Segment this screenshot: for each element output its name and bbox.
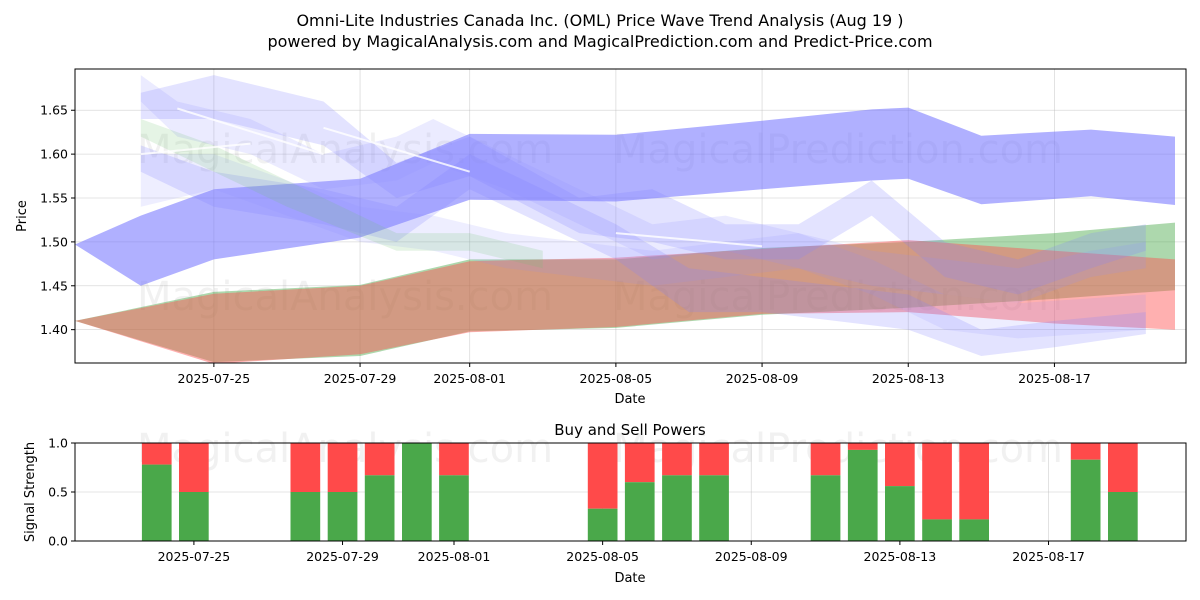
y-tick-label: 1.45 [40,278,68,293]
highlight-streak [615,232,763,248]
buy-bar [402,443,432,541]
buy-bar [179,492,209,541]
x-tick-label: 2025-08-17 [1012,549,1085,564]
sell-bar [1108,443,1138,492]
trend-band-green-light [140,119,543,269]
buy-bar [439,475,469,541]
y-tick-label: 1.0 [48,436,68,451]
buy-bar [662,475,692,541]
sell-bar [327,443,358,492]
y-tick-label: 1.55 [40,191,68,206]
buy-bar [364,475,395,541]
trend-band-blue-light-2 [140,145,1146,356]
buy-bar [699,475,729,541]
chart-title-line2: powered by MagicalAnalysis.com and Magic… [267,32,932,51]
sell-bar [662,443,692,476]
x-tick-label: 2025-08-01 [433,371,506,386]
sell-bar [439,443,469,476]
sell-bar [141,443,172,465]
trend-band-blue-main [75,107,1175,286]
y-tick-label: 1.65 [40,103,68,118]
sell-bar [699,443,729,476]
x-tick-label: 2025-08-09 [726,371,799,386]
x-tick-label: 2025-08-13 [864,549,937,564]
sell-bar [587,443,618,509]
sell-bar [290,443,321,492]
price-x-ticks: 2025-07-25 2025-07-29 2025-08-01 2025-08-05… [178,363,1091,386]
watermark: MagicalAnalysis.com [137,274,553,320]
x-tick-label: 2025-08-05 [580,371,653,386]
buy-bar [327,492,358,541]
watermark: MagicalPrediction.com [613,274,1063,320]
highlight-streak [140,142,251,156]
trend-band-blue-light-4 [140,154,1146,339]
price-y-ticks: 1.40 1.45 1.50 1.55 1.60 1.65 [40,103,75,337]
x-tick-label: 2025-08-13 [872,371,945,386]
trend-band-blue-light-1 [140,75,1146,295]
buy-bar [1108,492,1138,541]
buy-bar [922,519,952,541]
x-tick-label: 2025-07-25 [178,371,251,386]
signal-x-ticks: 2025-07-25 2025-07-29 2025-08-01 2025-08-05… [158,541,1085,564]
trend-band-red [75,240,1175,363]
signal-y-ticks: 0.0 0.5 1.0 [48,436,75,549]
sell-bar [847,443,878,450]
y-tick-label: 0.5 [48,485,68,500]
sell-bar [364,443,395,476]
y-tick-label: 1.40 [40,322,68,337]
x-tick-label: 2025-08-05 [566,549,639,564]
sell-bar [959,443,989,520]
buy-bar [141,464,172,541]
signal-y-axis-label: Signal Strength [23,442,38,542]
buy-bar [810,475,841,541]
sell-bar [179,443,209,492]
trend-band-green [75,222,1175,363]
buy-bar [885,486,915,541]
x-tick-label: 2025-07-29 [324,371,397,386]
x-tick-label: 2025-08-01 [418,549,491,564]
x-tick-label: 2025-08-17 [1018,371,1091,386]
buy-bar [847,449,878,541]
signal-x-axis-label: Date [614,571,645,586]
signal-bars [141,443,1138,541]
sell-bar [810,443,841,476]
price-plot-frame [74,68,1187,364]
price-x-axis-label: Date [614,392,645,407]
trend-band-blue-light-3 [140,75,1146,304]
price-y-axis-label: Price [15,200,30,232]
x-tick-label: 2025-07-29 [306,549,379,564]
signal-chart-title: Buy and Sell Powers [554,421,706,439]
sell-bar [1070,443,1101,460]
y-tick-label: 1.50 [40,234,68,249]
chart-title-line1: Omni-Lite Industries Canada Inc. (OML) P… [296,11,903,30]
buy-bar [587,508,618,541]
x-tick-label: 2025-08-09 [715,549,788,564]
sell-bar [885,443,915,487]
buy-bar [624,482,655,541]
x-tick-label: 2025-07-25 [158,549,231,564]
y-tick-label: 0.0 [48,534,68,549]
highlight-streak [323,126,470,173]
y-tick-label: 1.60 [40,147,68,162]
sell-bar [922,443,952,520]
trend-bands [75,75,1175,363]
buy-bar [1070,459,1101,541]
highlight-streak [177,107,324,156]
sell-bar [624,443,655,483]
buy-bar [290,492,321,541]
buy-bar [959,519,989,541]
